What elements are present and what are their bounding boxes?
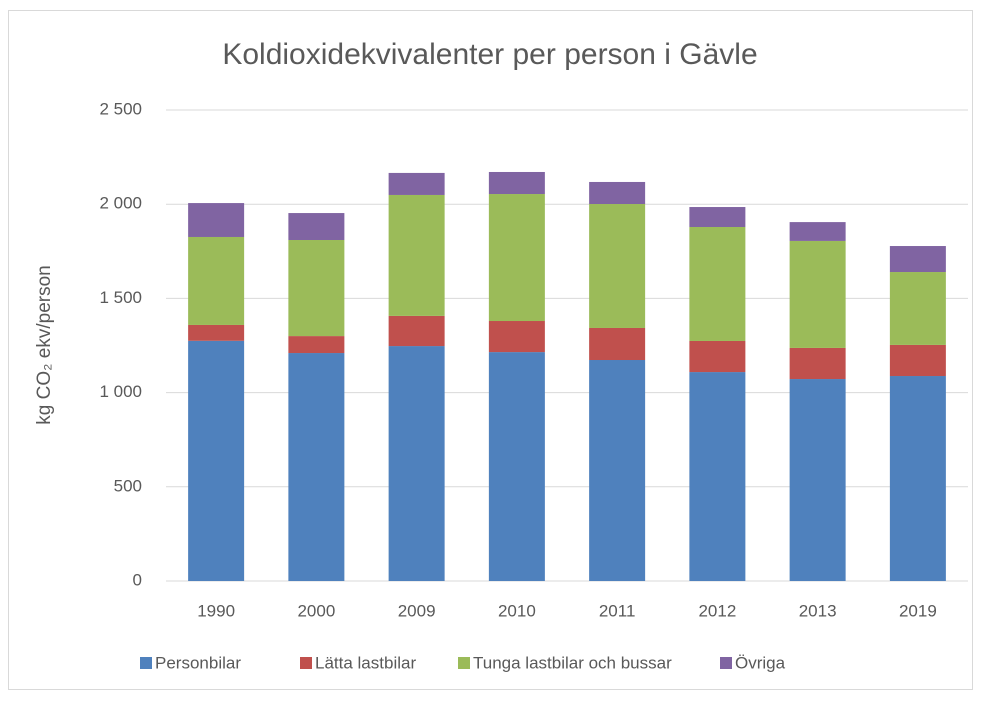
x-tick-label: 2011 bbox=[599, 601, 636, 620]
bar-segment bbox=[789, 222, 846, 241]
bar-segment bbox=[689, 340, 746, 373]
y-tick-label: 2 000 bbox=[99, 194, 142, 213]
y-axis-label: kg CO₂ ekv/person bbox=[34, 265, 55, 424]
x-tick-label: 2009 bbox=[398, 601, 436, 620]
legend-swatch bbox=[300, 657, 312, 669]
bar-segment bbox=[589, 360, 646, 581]
x-tick-label: 2010 bbox=[498, 601, 536, 620]
legend-label: Personbilar bbox=[155, 653, 241, 672]
bar-segment bbox=[188, 236, 245, 325]
bar-segment bbox=[589, 204, 646, 328]
bar-segment bbox=[789, 240, 846, 348]
chart-title: Koldioxidekvivalenter per person i Gävle bbox=[222, 38, 757, 71]
bar-segment bbox=[188, 203, 245, 237]
bar-segment bbox=[288, 336, 345, 354]
bar-segment bbox=[488, 194, 545, 322]
bar-segment bbox=[388, 315, 445, 347]
bar-segment bbox=[889, 344, 946, 377]
bar-segment bbox=[589, 181, 646, 205]
bar-segment bbox=[689, 372, 746, 581]
bar-segment bbox=[488, 171, 545, 195]
x-tick-label: 2019 bbox=[899, 601, 937, 620]
bar-segment bbox=[789, 347, 846, 380]
legend-label: Lätta lastbilar bbox=[315, 653, 416, 672]
bar-segment bbox=[388, 194, 445, 316]
bar-segment bbox=[889, 376, 946, 581]
bar-segment bbox=[689, 226, 746, 341]
y-tick-label: 2 500 bbox=[99, 99, 142, 118]
bar-segment bbox=[889, 246, 946, 273]
bar-segment bbox=[488, 352, 545, 581]
bar-segment bbox=[589, 327, 646, 361]
x-tick-label: 1990 bbox=[197, 601, 235, 620]
bar-segment bbox=[288, 213, 345, 240]
bar-segment bbox=[889, 272, 946, 345]
x-tick-label: 2013 bbox=[799, 601, 837, 620]
x-tick-label: 2012 bbox=[698, 601, 736, 620]
y-tick-label: 1 500 bbox=[99, 288, 142, 307]
bar-segment bbox=[388, 172, 445, 195]
bar-segment bbox=[388, 346, 445, 581]
bar-segment bbox=[288, 239, 345, 337]
bar-segment bbox=[488, 321, 545, 353]
legend-swatch bbox=[140, 657, 152, 669]
bar-segment bbox=[789, 379, 846, 581]
bar-segment bbox=[288, 353, 345, 581]
legend-swatch bbox=[458, 657, 470, 669]
bar-segment bbox=[188, 340, 245, 581]
bar-segment bbox=[188, 324, 245, 341]
legend-label: Övriga bbox=[735, 653, 786, 672]
legend-label: Tunga lastbilar och bussar bbox=[473, 653, 672, 672]
bar-segment bbox=[689, 207, 746, 227]
y-tick-label: 0 bbox=[133, 570, 142, 589]
legend-swatch bbox=[720, 657, 732, 669]
x-tick-label: 2000 bbox=[297, 601, 335, 620]
y-tick-label: 1 000 bbox=[99, 382, 142, 401]
y-tick-label: 500 bbox=[114, 476, 142, 495]
